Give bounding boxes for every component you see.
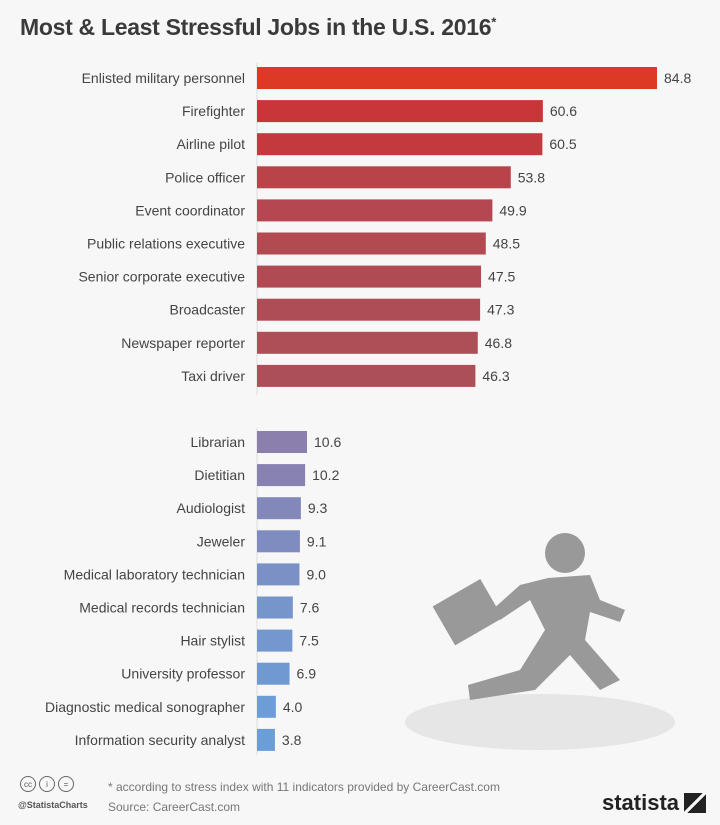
source: Source: CareerCast.com (108, 800, 241, 814)
data-label: 6.9 (297, 666, 317, 682)
category-label: Taxi driver (181, 368, 245, 384)
data-label: 7.6 (300, 600, 320, 616)
bar (257, 596, 293, 619)
no-derivatives-icon: = (58, 776, 74, 792)
data-label: 9.0 (306, 566, 326, 582)
bar (257, 67, 657, 89)
cc-icon: cc (20, 776, 36, 792)
category-label: Public relations executive (87, 236, 245, 252)
data-label: 48.5 (493, 236, 520, 252)
category-label: University professor (121, 666, 245, 682)
data-label: 10.6 (314, 434, 341, 450)
bar (257, 695, 276, 718)
data-label: 10.2 (312, 467, 339, 483)
category-label: Event coordinator (135, 202, 245, 218)
category-label: Jeweler (197, 533, 246, 549)
data-label: 7.5 (299, 633, 319, 649)
data-label: 47.3 (487, 302, 514, 318)
data-label: 47.5 (488, 269, 515, 285)
category-label: Dietitian (194, 467, 245, 483)
data-label: 84.8 (664, 70, 691, 86)
data-label: 4.0 (283, 699, 303, 715)
data-label: 3.8 (282, 732, 302, 748)
data-label: 46.8 (485, 335, 512, 351)
category-label: Newspaper reporter (121, 335, 245, 351)
runner-illustration (405, 533, 675, 750)
bar (257, 662, 290, 685)
bar (257, 497, 301, 520)
category-label: Information security analyst (75, 732, 246, 748)
chart-title: Most & Least Stressful Jobs in the U.S. … (20, 14, 496, 40)
statista-logo-icon (684, 793, 707, 813)
bar (257, 464, 306, 487)
category-label: Firefighter (182, 103, 245, 119)
data-label: 9.1 (307, 533, 327, 549)
bar (257, 199, 493, 222)
bar (257, 166, 511, 189)
bar (257, 232, 486, 255)
data-label: 60.5 (549, 136, 576, 152)
bar (257, 530, 300, 553)
category-label: Medical records technician (79, 600, 245, 616)
footnote: * according to stress index with 11 indi… (108, 780, 500, 794)
bar (257, 133, 543, 156)
category-label: Diagnostic medical sonographer (45, 699, 245, 715)
bar (257, 100, 543, 123)
data-label: 9.3 (308, 500, 328, 516)
category-label: Enlisted military personnel (82, 70, 245, 86)
creative-commons-icons: cc i = (20, 776, 74, 792)
category-label: Airline pilot (177, 136, 246, 152)
bar (257, 728, 275, 751)
category-label: Medical laboratory technician (64, 566, 245, 582)
bar (257, 265, 482, 288)
bar (257, 298, 481, 321)
bar (257, 629, 293, 652)
bar (257, 331, 478, 354)
data-label: 46.3 (482, 368, 509, 384)
bar (257, 431, 307, 453)
data-label: 53.8 (518, 169, 545, 185)
category-label: Librarian (191, 434, 245, 450)
data-label: 60.6 (550, 103, 577, 119)
twitter-handle: @StatistaCharts (18, 800, 88, 810)
attribution-icon: i (39, 776, 55, 792)
bar (257, 563, 300, 586)
category-label: Hair stylist (180, 633, 245, 649)
category-label: Broadcaster (170, 302, 246, 318)
category-label: Audiologist (177, 500, 246, 516)
statista-logo: statista (602, 790, 707, 816)
data-label: 49.9 (499, 202, 526, 218)
category-label: Police officer (165, 169, 245, 185)
bar (257, 364, 476, 387)
category-label: Senior corporate executive (78, 269, 245, 285)
